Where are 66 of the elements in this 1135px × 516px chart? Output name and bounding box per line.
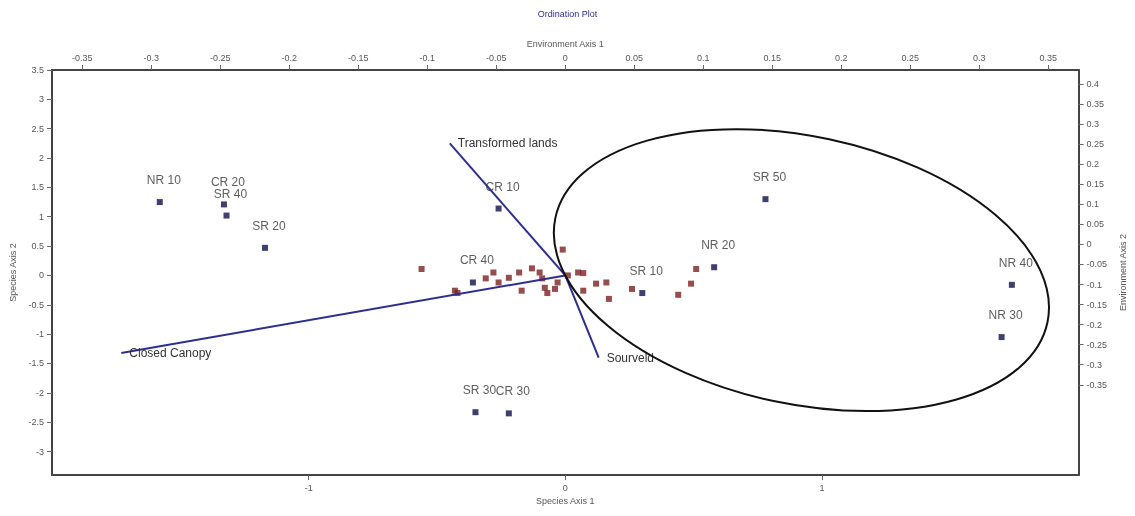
y-tick-label: -1.5	[28, 358, 44, 369]
data-label: SR 30	[462, 383, 497, 398]
y2-tick-label: 0.3	[1086, 119, 1100, 130]
x2-tick-label: 0.2	[835, 52, 848, 63]
y2-tick-label: 0.35	[1086, 99, 1105, 110]
y2-tick-label: -0.05	[1086, 259, 1108, 270]
x2-tick-label: -0.15	[348, 52, 369, 63]
y-tick-label: 2	[38, 153, 44, 164]
data-label: CR 40	[459, 253, 495, 268]
x2-tick-label: -0.05	[486, 52, 507, 63]
y2-tick-label: 0.1	[1086, 199, 1100, 210]
y-tick-label: 3	[38, 94, 44, 105]
chart-title: Ordination Plot	[537, 8, 598, 19]
x2-tick-label: 0.3	[972, 52, 986, 63]
x2-tick-label: 0.1	[697, 52, 710, 63]
x2-tick-label: -0.2	[281, 52, 298, 63]
data-label: SR 50	[752, 170, 787, 185]
y2-tick-label: 0.25	[1086, 139, 1105, 150]
y-tick-label: -0.5	[28, 299, 44, 310]
x2-tick-label: -0.1	[419, 52, 436, 63]
data-label: NR 40	[998, 255, 1034, 270]
y-tick-label: -1	[35, 329, 44, 340]
y2-tick-label: 0.15	[1086, 179, 1105, 190]
x2-tick-label: 0.15	[763, 52, 782, 63]
x2-tick-label: 0.05	[625, 52, 644, 63]
y2-tick-label: -0.35	[1086, 379, 1108, 390]
y2-tick-label: 0	[1086, 239, 1092, 250]
x2-tick-label: 0.25	[901, 52, 920, 63]
y-tick-label: 3.5	[31, 65, 44, 75]
series-label: Transformed lands	[457, 136, 558, 151]
x-tick-label: 1	[819, 482, 825, 493]
x2-tick-label: -0.35	[72, 52, 93, 63]
x2-tick-label: 0.35	[1039, 52, 1057, 63]
y2-tick-label: -0.2	[1086, 319, 1103, 330]
x2-axis-title: Environment Axis 1	[526, 38, 604, 49]
y-tick-label: -2.5	[28, 417, 44, 428]
series-label: Sourveld	[606, 350, 655, 365]
y-axis-title: Species Axis 2	[8, 243, 19, 302]
x-axis-title: Species Axis 1	[536, 496, 595, 507]
data-label: NR 30	[988, 308, 1023, 323]
y2-axis-title: Environment Axis 2	[1117, 233, 1128, 312]
y-tick-label: 1.5	[31, 182, 44, 193]
y2-tick-label: -0.15	[1086, 299, 1108, 310]
y2-tick-label: -0.25	[1086, 339, 1108, 350]
x2-tick-label: -0.3	[143, 52, 160, 63]
y-tick-label: -3	[35, 446, 44, 457]
x2-tick-label: 0	[562, 52, 568, 63]
y-tick-label: 0	[38, 270, 44, 281]
y2-tick-label: -0.1	[1086, 279, 1103, 290]
y-tick-label: 0.5	[31, 241, 44, 252]
y-tick-label: 2.5	[31, 123, 44, 134]
y2-tick-label: -0.3	[1086, 359, 1103, 370]
data-label: NR 10	[146, 173, 182, 188]
data-label: SR 20	[252, 218, 287, 233]
y-tick-label: -2	[35, 387, 44, 398]
x2-tick-label: -0.25	[210, 52, 231, 63]
x-tick-label: -1	[304, 482, 313, 493]
y2-tick-label: 0.4	[1086, 79, 1100, 90]
series-label: Closed Canopy	[129, 345, 212, 360]
y-tick-label: 1	[38, 211, 44, 222]
data-label: NR 20	[701, 238, 736, 253]
data-label: CR 30	[495, 384, 531, 399]
data-label: SR 10	[629, 264, 664, 279]
y2-tick-label: 0.05	[1086, 219, 1105, 230]
x-tick-label: 0	[562, 482, 568, 493]
y2-tick-label: 0.2	[1086, 159, 1100, 170]
